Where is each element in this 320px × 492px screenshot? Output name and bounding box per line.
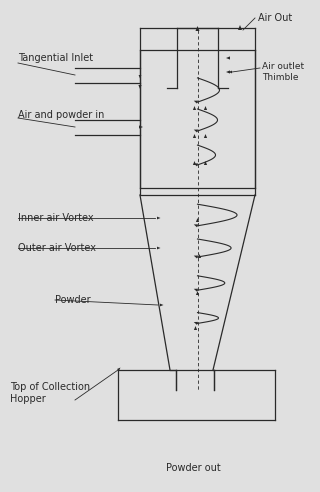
Polygon shape [194,255,198,258]
Text: Powder: Powder [55,295,91,305]
Text: Tangential Inlet: Tangential Inlet [18,53,93,63]
Polygon shape [228,70,232,73]
Polygon shape [194,322,198,325]
Text: Top of Collection
Hopper: Top of Collection Hopper [10,382,90,404]
Polygon shape [139,75,141,79]
Polygon shape [204,106,207,110]
Polygon shape [193,161,196,165]
Text: Air outlet
Thimble: Air outlet Thimble [262,62,304,82]
Polygon shape [196,291,199,295]
Text: Outer air Vortex: Outer air Vortex [18,243,96,253]
Polygon shape [196,218,199,222]
Polygon shape [193,134,196,138]
Polygon shape [226,70,230,74]
Polygon shape [139,125,143,128]
Polygon shape [226,57,230,60]
Polygon shape [160,304,164,307]
Polygon shape [194,224,198,227]
Text: Powder out: Powder out [165,463,220,473]
Text: Air and powder in: Air and powder in [18,110,104,120]
Polygon shape [204,161,207,165]
Polygon shape [194,100,198,104]
Polygon shape [198,254,201,258]
Polygon shape [194,129,198,132]
Polygon shape [196,26,199,31]
Polygon shape [117,368,120,371]
Polygon shape [157,216,161,219]
Polygon shape [194,163,198,166]
Polygon shape [193,106,196,110]
Polygon shape [204,134,207,138]
Text: Inner air Vortex: Inner air Vortex [18,213,94,223]
Text: Air Out: Air Out [258,13,292,23]
Polygon shape [157,246,161,249]
Polygon shape [194,326,197,330]
Polygon shape [194,289,198,292]
Polygon shape [139,85,141,89]
Polygon shape [238,25,242,30]
